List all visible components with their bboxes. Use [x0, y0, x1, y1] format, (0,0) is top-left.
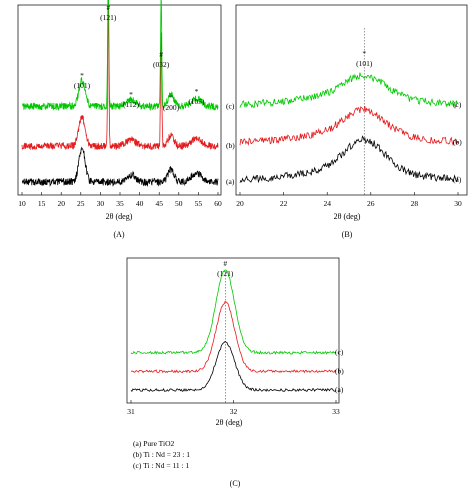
x-tick-label: 60	[214, 199, 222, 208]
panel-a-frame	[17, 4, 222, 196]
x-tick-label: 22	[280, 199, 288, 208]
asterisk-marker: *	[362, 49, 366, 58]
x-tick-label: 45	[155, 199, 163, 208]
series-label: (b)	[226, 141, 235, 150]
x-tick-label: 30	[97, 199, 105, 208]
series-line-a	[130, 340, 337, 393]
panel-a-xlabel: 2θ (deg)	[106, 212, 133, 221]
hash-marker: #	[106, 3, 110, 12]
panel-c-xlabel: 2θ (deg)	[216, 418, 243, 427]
series-label: (a)	[226, 177, 235, 186]
peak-hkl-label: (105)	[188, 97, 205, 106]
x-tick-label: 26	[367, 199, 375, 208]
peak-hkl-label: (200)	[163, 103, 180, 112]
x-tick-label: 33	[332, 407, 340, 416]
peak-hkl-label: (112)	[123, 100, 139, 109]
panel-c-label: (C)	[230, 479, 241, 488]
peak-hkl-label: (121)	[100, 13, 117, 22]
series-label: (a)	[335, 385, 344, 394]
panel-c-frame	[126, 257, 340, 404]
peak-hkl-label: (032)	[153, 60, 170, 69]
panel-b-label: (B)	[342, 230, 353, 239]
panel-b-xlabel: 2θ (deg)	[334, 212, 361, 221]
asterisk-marker: *	[169, 93, 173, 102]
hash-marker: #	[223, 259, 227, 268]
peak-hkl-label: (121)	[217, 269, 234, 278]
legend-item-b: (b) Ti : Nd = 23 : 1	[133, 450, 190, 459]
asterisk-marker: *	[195, 87, 199, 96]
series-label: (a)	[453, 175, 462, 184]
asterisk-marker: *	[129, 90, 133, 99]
series-label: (c)	[335, 348, 344, 357]
x-tick-label: 30	[454, 199, 462, 208]
series-label: (b)	[453, 138, 462, 147]
x-tick-label: 25	[77, 199, 85, 208]
series-line-c	[21, 0, 219, 112]
series-line-b	[239, 106, 459, 147]
x-tick-label: 20	[57, 199, 65, 208]
panel-b: 20 22 24 26 28 30 (a) (b) (c) *(101)	[236, 28, 462, 208]
panel-c: 31 32 33 (a) (b) (c) #(121)	[127, 259, 344, 416]
series-label: (b)	[335, 366, 344, 375]
series-line-a	[239, 135, 459, 184]
peak-hkl-label: (101)	[356, 59, 373, 68]
x-tick-label: 10	[18, 199, 26, 208]
x-tick-label: 50	[175, 199, 183, 208]
x-tick-label: 40	[136, 199, 144, 208]
panel-a: 10 15 20 25 30 35 40 45 50 55 60(a)(b)(c)*(101)#(1…	[18, 0, 235, 208]
panel-a-label: (A)	[113, 230, 124, 239]
x-tick-label: 28	[411, 199, 419, 208]
series-line-b	[130, 301, 337, 374]
series-line-c	[239, 72, 459, 109]
series-line-a	[21, 146, 219, 188]
asterisk-marker: *	[80, 71, 84, 80]
series-line-b	[21, 0, 219, 151]
x-tick-label: 35	[116, 199, 124, 208]
x-tick-label: 24	[323, 199, 331, 208]
x-tick-label: 15	[38, 199, 46, 208]
series-label: (c)	[453, 100, 462, 109]
x-tick-label: 20	[236, 199, 244, 208]
panel-b-frame	[235, 4, 468, 196]
peak-hkl-label: (101)	[74, 81, 91, 90]
hash-marker: #	[159, 50, 163, 59]
series-line-c	[130, 269, 337, 355]
x-tick-label: 31	[127, 407, 135, 416]
series-label: (c)	[226, 101, 235, 110]
legend-item-a: (a) Pure TiO2	[133, 439, 175, 448]
x-tick-label: 55	[195, 199, 203, 208]
legend-item-c: (c) Ti : Nd = 11 : 1	[133, 461, 190, 470]
x-tick-label: 32	[230, 407, 238, 416]
